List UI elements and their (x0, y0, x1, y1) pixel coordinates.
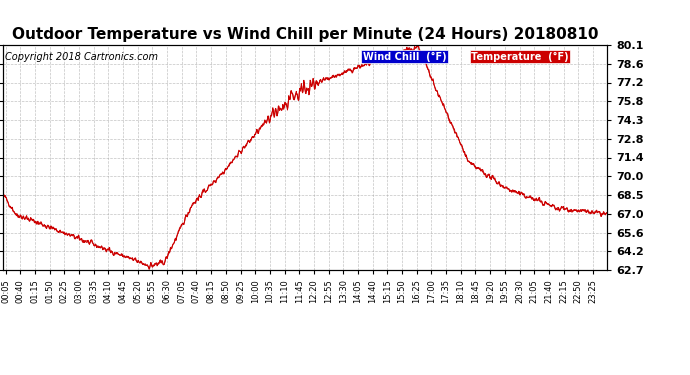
Text: Temperature  (°F): Temperature (°F) (471, 52, 569, 62)
Text: Wind Chill  (°F): Wind Chill (°F) (363, 52, 446, 62)
Title: Outdoor Temperature vs Wind Chill per Minute (24 Hours) 20180810: Outdoor Temperature vs Wind Chill per Mi… (12, 27, 599, 42)
Text: Copyright 2018 Cartronics.com: Copyright 2018 Cartronics.com (5, 52, 157, 62)
